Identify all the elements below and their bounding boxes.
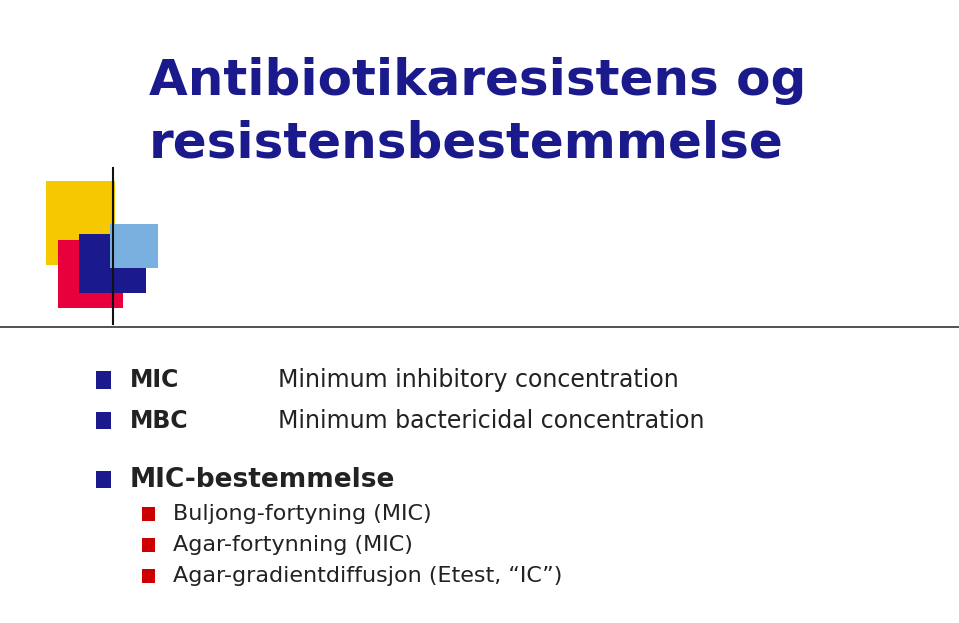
Bar: [142, 507, 155, 521]
Text: resistensbestemmelse: resistensbestemmelse: [149, 119, 784, 168]
Bar: [96, 471, 111, 488]
Text: Agar-fortynning (MIC): Agar-fortynning (MIC): [173, 535, 412, 555]
Bar: [46, 181, 115, 265]
Text: MIC: MIC: [129, 368, 178, 392]
Bar: [96, 412, 111, 429]
Text: MIC-bestemmelse: MIC-bestemmelse: [129, 467, 395, 493]
Bar: [142, 569, 155, 583]
Bar: [142, 538, 155, 552]
Text: MBC: MBC: [129, 409, 188, 432]
Bar: [96, 371, 111, 389]
Text: Antibiotikaresistens og: Antibiotikaresistens og: [149, 57, 806, 105]
Text: Minimum bactericidal concentration: Minimum bactericidal concentration: [278, 409, 705, 432]
Bar: [58, 240, 123, 308]
Bar: [79, 234, 146, 293]
Text: Minimum inhibitory concentration: Minimum inhibitory concentration: [278, 368, 679, 392]
Bar: [110, 224, 158, 268]
Text: Buljong-fortyning (MIC): Buljong-fortyning (MIC): [173, 504, 432, 524]
Text: Agar-gradientdiffusjon (Etest, “IC”): Agar-gradientdiffusjon (Etest, “IC”): [173, 566, 562, 586]
